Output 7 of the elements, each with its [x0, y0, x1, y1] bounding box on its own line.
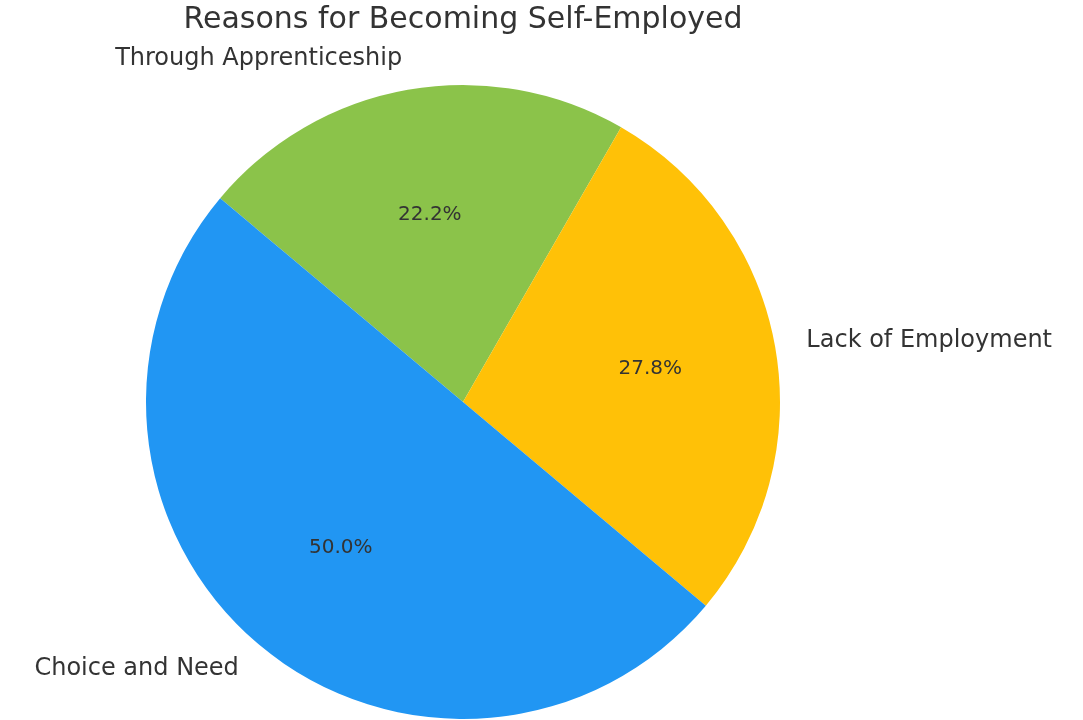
data-label: 22.2% [398, 200, 462, 225]
slice-label: Choice and Need [34, 653, 239, 682]
slice-label: Lack of Employment [806, 325, 1053, 354]
data-label: 27.8% [618, 355, 683, 380]
chart-title: Reasons for Becoming Self-Employed [183, 0, 743, 35]
data-label: 50.0% [308, 533, 373, 558]
slice-label: Through Apprenticeship [114, 42, 403, 71]
